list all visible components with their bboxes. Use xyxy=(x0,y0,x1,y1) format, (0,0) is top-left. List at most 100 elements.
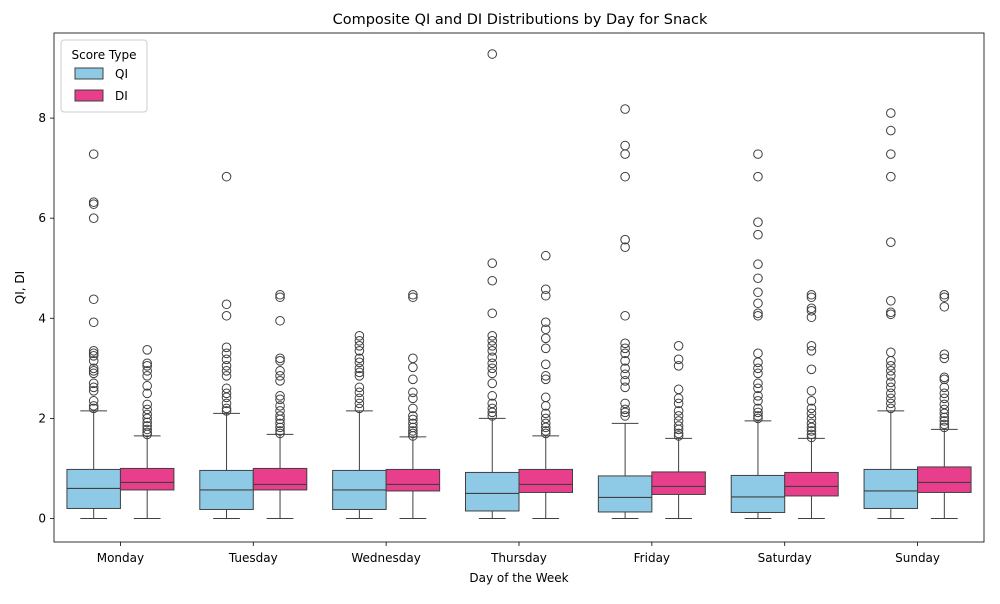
outlier-point xyxy=(408,387,418,398)
outlier-point xyxy=(408,292,418,303)
outlier-point xyxy=(753,363,763,374)
outlier-point xyxy=(886,366,896,376)
outlier-point xyxy=(620,310,630,321)
outlier-point xyxy=(673,428,684,439)
outlier-point xyxy=(487,346,498,356)
outlier-point xyxy=(408,362,418,373)
outlier-point xyxy=(88,363,99,374)
outlier-point xyxy=(753,407,763,418)
outlier-point xyxy=(620,356,630,366)
box-group-qi-thursday xyxy=(465,49,520,519)
outlier-point xyxy=(408,403,418,414)
outlier-point xyxy=(886,295,896,306)
outlier-point xyxy=(88,317,99,328)
outlier-point xyxy=(275,411,285,421)
outlier-point xyxy=(487,391,498,401)
box-group-qi-monday xyxy=(66,149,121,519)
outlier-point xyxy=(487,336,498,346)
outlier-point xyxy=(142,424,152,435)
outlier-point xyxy=(487,378,498,389)
outlier-point xyxy=(939,388,950,399)
outlier-point xyxy=(753,357,763,368)
outlier-point xyxy=(886,382,896,393)
outlier-point xyxy=(88,351,99,361)
box-group-qi-tuesday xyxy=(199,171,254,519)
outlier-point xyxy=(88,346,99,356)
outlier-point xyxy=(142,399,152,410)
outlier-point xyxy=(620,376,630,386)
plot-frame xyxy=(53,32,985,543)
box-iqr xyxy=(252,467,308,491)
outlier-point xyxy=(540,413,551,424)
outlier-point xyxy=(88,197,99,207)
outlier-point xyxy=(673,411,684,421)
outlier-point xyxy=(275,356,285,366)
outlier-point xyxy=(88,199,99,209)
x-tick-label: Tuesday xyxy=(228,551,278,565)
box-group-qi-wednesday xyxy=(332,330,387,519)
box-iqr xyxy=(119,467,175,491)
outlier-point xyxy=(408,418,418,429)
outlier-point xyxy=(354,357,365,368)
outlier-point xyxy=(806,364,817,375)
outlier-point xyxy=(487,411,498,421)
outlier-point xyxy=(142,361,152,371)
box-iqr xyxy=(863,468,919,509)
x-tick-label: Friday xyxy=(634,551,670,565)
outlier-point xyxy=(142,404,152,415)
outlier-point xyxy=(221,406,232,416)
outlier-point xyxy=(886,398,896,409)
outlier-point xyxy=(806,289,817,300)
legend-label-di: DI xyxy=(115,89,128,103)
outlier-point xyxy=(354,387,365,398)
y-tick-label: 8 xyxy=(38,111,46,125)
outlier-point xyxy=(221,171,232,182)
outlier-point xyxy=(939,372,950,383)
outlier-point xyxy=(142,345,152,355)
outlier-point xyxy=(620,348,630,359)
outlier-point xyxy=(487,398,498,409)
outlier-point xyxy=(221,403,232,414)
outlier-point xyxy=(673,406,684,416)
outlier-point xyxy=(88,366,99,376)
outlier-point xyxy=(487,330,498,341)
x-tick-label: Wednesday xyxy=(351,551,420,565)
outlier-point xyxy=(673,384,684,395)
outlier-point xyxy=(88,294,99,305)
outlier-point xyxy=(753,391,763,401)
outlier-point xyxy=(540,317,551,328)
outlier-point xyxy=(142,417,152,428)
outlier-point xyxy=(142,427,152,438)
outlier-point xyxy=(275,371,285,381)
outlier-point xyxy=(939,422,950,433)
outlier-point xyxy=(939,382,950,393)
outlier-point xyxy=(886,403,896,414)
legend: Score Type QI DI xyxy=(60,39,148,113)
outlier-point xyxy=(753,396,763,406)
outlier-point xyxy=(221,371,232,381)
box-group-di-wednesday xyxy=(385,289,441,519)
outlier-point xyxy=(806,341,817,351)
box-iqr xyxy=(597,475,653,513)
outlier-point xyxy=(487,403,498,414)
outlier-point xyxy=(221,383,232,394)
outlier-point xyxy=(753,368,763,379)
box-iqr xyxy=(465,471,520,512)
outlier-point xyxy=(88,403,99,414)
outlier-point xyxy=(620,242,630,253)
box-group-qi-saturday xyxy=(730,149,786,519)
box-iqr xyxy=(385,468,441,492)
outlier-point xyxy=(886,388,896,399)
outlier-point xyxy=(408,374,418,385)
outlier-point xyxy=(221,299,232,310)
outlier-point xyxy=(886,149,896,159)
x-tick-label: Saturday xyxy=(758,551,812,565)
y-tick-label: 6 xyxy=(38,211,46,225)
outlier-point xyxy=(886,371,896,381)
outlier-point xyxy=(939,353,950,364)
box-iqr xyxy=(917,466,972,493)
outlier-point xyxy=(939,399,950,410)
outlier-point xyxy=(88,401,99,411)
outlier-point xyxy=(221,342,232,353)
